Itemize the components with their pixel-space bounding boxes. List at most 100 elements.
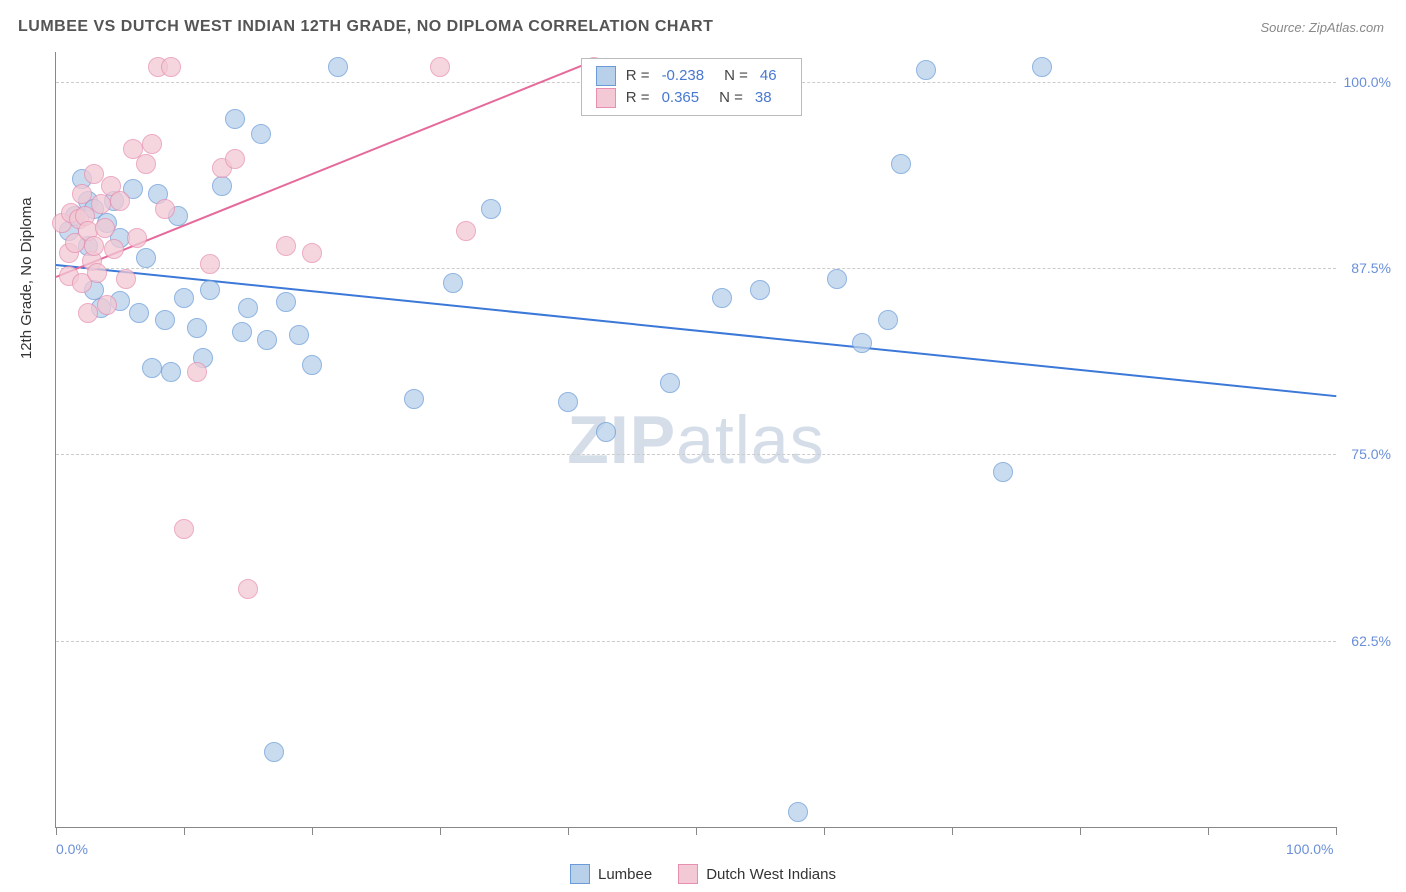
data-point xyxy=(104,239,124,259)
data-point xyxy=(129,303,149,323)
data-point xyxy=(200,280,220,300)
data-point xyxy=(878,310,898,330)
data-point xyxy=(91,194,111,214)
data-point xyxy=(161,362,181,382)
legend-label-2: Dutch West Indians xyxy=(706,866,836,883)
data-point xyxy=(97,295,117,315)
y-tick-label: 62.5% xyxy=(1351,633,1391,649)
data-point xyxy=(136,154,156,174)
data-point xyxy=(827,269,847,289)
data-point xyxy=(1032,57,1052,77)
data-point xyxy=(155,310,175,330)
data-point xyxy=(212,176,232,196)
stat-r-value: 0.365 xyxy=(662,87,700,109)
y-tick-label: 100.0% xyxy=(1344,74,1391,90)
data-point xyxy=(993,462,1013,482)
stats-legend: R = -0.238 N = 46 R = 0.365 N = 38 xyxy=(581,58,802,116)
data-point xyxy=(404,389,424,409)
x-tick xyxy=(440,827,441,835)
data-point xyxy=(225,149,245,169)
stat-n-value: 46 xyxy=(760,65,777,87)
x-tick xyxy=(568,827,569,835)
x-tick xyxy=(1336,827,1337,835)
data-point xyxy=(225,109,245,129)
data-point xyxy=(430,57,450,77)
data-point xyxy=(916,60,936,80)
data-point xyxy=(187,318,207,338)
data-point xyxy=(116,269,136,289)
data-point xyxy=(232,322,252,342)
data-point xyxy=(456,221,476,241)
data-point xyxy=(78,303,98,323)
y-tick-label: 87.5% xyxy=(1351,260,1391,276)
legend-swatch-1 xyxy=(570,864,590,884)
data-point xyxy=(443,273,463,293)
data-point xyxy=(174,519,194,539)
data-point xyxy=(84,236,104,256)
x-tick-label: 0.0% xyxy=(56,841,88,857)
data-point xyxy=(276,292,296,312)
data-point xyxy=(127,228,147,248)
plot-area: ZIPatlas 62.5%75.0%87.5%100.0%0.0%100.0%… xyxy=(55,52,1336,828)
x-tick xyxy=(312,827,313,835)
x-tick xyxy=(952,827,953,835)
stat-r-label: R = xyxy=(626,87,650,109)
stat-n-label: N = xyxy=(724,65,748,87)
data-point xyxy=(238,579,258,599)
data-point xyxy=(712,288,732,308)
chart-title: LUMBEE VS DUTCH WEST INDIAN 12TH GRADE, … xyxy=(18,18,713,36)
data-point xyxy=(136,248,156,268)
y-tick-label: 75.0% xyxy=(1351,446,1391,462)
data-point xyxy=(161,57,181,77)
legend-item-lumbee: Lumbee xyxy=(570,864,652,884)
data-point xyxy=(596,422,616,442)
stat-n-label: N = xyxy=(719,87,743,109)
data-point xyxy=(289,325,309,345)
data-point xyxy=(302,243,322,263)
data-point xyxy=(174,288,194,308)
stat-n-value: 38 xyxy=(755,87,772,109)
data-point xyxy=(87,263,107,283)
x-tick-label: 100.0% xyxy=(1286,841,1333,857)
data-point xyxy=(891,154,911,174)
data-point xyxy=(788,802,808,822)
data-point xyxy=(95,218,115,238)
data-point xyxy=(264,742,284,762)
data-point xyxy=(750,280,770,300)
stats-row: R = 0.365 N = 38 xyxy=(596,87,787,109)
stat-r-value: -0.238 xyxy=(662,65,705,87)
gridline xyxy=(56,268,1336,269)
y-axis-title: 12th Grade, No Diploma xyxy=(18,197,35,359)
data-point xyxy=(200,254,220,274)
legend-label-1: Lumbee xyxy=(598,866,652,883)
x-tick xyxy=(824,827,825,835)
watermark-bold: ZIP xyxy=(567,402,676,478)
data-point xyxy=(238,298,258,318)
data-point xyxy=(328,57,348,77)
bottom-legend: Lumbee Dutch West Indians xyxy=(570,864,836,884)
data-point xyxy=(481,199,501,219)
stats-row: R = -0.238 N = 46 xyxy=(596,65,787,87)
legend-item-dutch: Dutch West Indians xyxy=(678,864,836,884)
data-point xyxy=(155,199,175,219)
watermark-rest: atlas xyxy=(676,402,825,478)
data-point xyxy=(251,124,271,144)
x-tick xyxy=(56,827,57,835)
data-point xyxy=(110,191,130,211)
legend-swatch-2 xyxy=(678,864,698,884)
data-point xyxy=(302,355,322,375)
source-label: Source: ZipAtlas.com xyxy=(1260,20,1384,35)
x-tick xyxy=(1080,827,1081,835)
chart-container: LUMBEE VS DUTCH WEST INDIAN 12TH GRADE, … xyxy=(0,0,1406,892)
gridline xyxy=(56,454,1336,455)
stat-r-label: R = xyxy=(626,65,650,87)
stats-swatch xyxy=(596,66,616,86)
data-point xyxy=(276,236,296,256)
gridline xyxy=(56,641,1336,642)
data-point xyxy=(852,333,872,353)
stats-swatch xyxy=(596,88,616,108)
data-point xyxy=(257,330,277,350)
data-point xyxy=(660,373,680,393)
x-tick xyxy=(1208,827,1209,835)
data-point xyxy=(142,358,162,378)
